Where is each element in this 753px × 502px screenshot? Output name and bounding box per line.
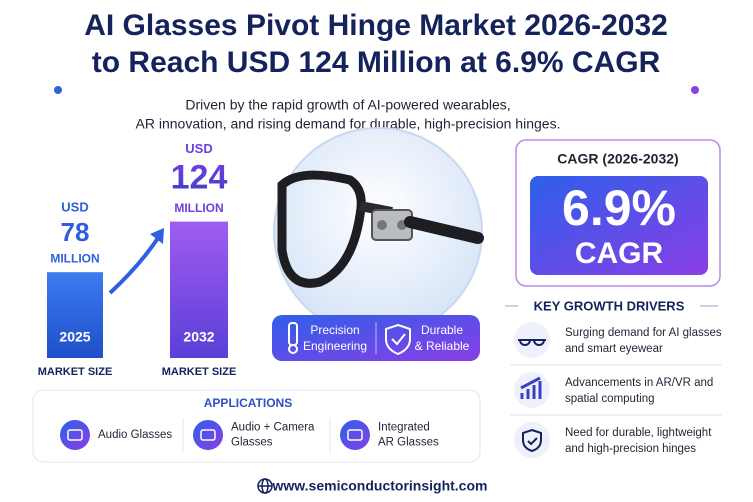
- feature: & Reliable: [415, 339, 470, 353]
- title: to Reach USD 124 Million at 6.9% CAGR: [92, 46, 661, 79]
- driver-text: Advancements in AR/VR and: [565, 377, 713, 389]
- icon-glyph: [518, 339, 546, 346]
- arrow-head: [150, 228, 164, 244]
- value: 78: [61, 217, 90, 247]
- app-text: Audio + Camera: [231, 422, 315, 434]
- driver-text: Surging demand for AI glasses: [565, 327, 722, 339]
- icon-glyph: [520, 376, 542, 399]
- feature: Engineering: [303, 339, 367, 353]
- icon-glyph: [347, 429, 363, 441]
- bar: [170, 221, 228, 358]
- currency: USD: [61, 200, 88, 215]
- cagr-title: CAGR (2026-2032): [557, 151, 678, 167]
- driver-text: and high-precision hinges: [565, 443, 696, 455]
- applications-card: [32, 389, 481, 463]
- app-text: Audio Glasses: [98, 429, 172, 441]
- drivers-title: KEY GROWTH DRIVERS: [534, 298, 685, 313]
- dot: [54, 86, 62, 94]
- app-icon: [193, 420, 223, 450]
- bar-caption: MARKET SIZE: [162, 366, 237, 378]
- bar-year: 2025: [59, 329, 90, 345]
- value: 124: [171, 159, 228, 197]
- subtitle: Driven by the rapid growth of AI-powered…: [185, 97, 510, 113]
- unit: MILLION: [50, 251, 99, 265]
- growth-arrow: [108, 236, 160, 295]
- cagr-label: CAGR: [575, 237, 664, 270]
- app-text: Glasses: [231, 437, 273, 449]
- app-text: AR Glasses: [378, 437, 439, 449]
- drivers-list: Surging demand for AI glasses and smart e…: [510, 322, 722, 458]
- bar-year: 2032: [183, 329, 214, 345]
- applications-list: Audio Glasses Audio + Camera Glasses Integr…: [60, 418, 439, 452]
- driver-text: and smart eyewear: [565, 343, 663, 355]
- driver-icon: [514, 422, 550, 458]
- icon-glyph: [200, 429, 216, 441]
- market-chart: 2025 MARKET SIZE USD 78 MILLION 2032 MARKET SI…: [38, 141, 237, 378]
- cagr-value: 6.9%: [562, 180, 676, 236]
- icon-glyph: [522, 428, 542, 453]
- feature: Durable: [421, 323, 463, 337]
- driver-text: Need for durable, lightweight: [565, 427, 712, 439]
- unit: MILLION: [174, 201, 223, 215]
- globe-icon: [257, 478, 273, 494]
- bar: [47, 272, 103, 358]
- feature-icons: [288, 322, 411, 356]
- driver-text: spatial computing: [565, 393, 655, 405]
- applications-title: APPLICATIONS: [204, 396, 292, 410]
- footer-url[interactable]: www.semiconductorinsight.com: [272, 478, 488, 494]
- bar-caption: MARKET SIZE: [38, 366, 113, 378]
- currency: USD: [185, 141, 212, 156]
- app-text: Integrated: [378, 422, 430, 434]
- dot: [691, 86, 699, 94]
- cagr-box: [530, 176, 708, 275]
- app-icon: [340, 420, 370, 450]
- title: AI Glasses Pivot Hinge Market 2026-2032: [84, 9, 668, 42]
- glasses-illustration: [277, 170, 484, 288]
- subtitle: AR innovation, and rising demand for dur…: [136, 116, 561, 132]
- icon-glyph: [67, 429, 83, 441]
- feature: Precision: [310, 323, 359, 337]
- driver-icon: [514, 372, 550, 408]
- app-icon: [60, 420, 90, 450]
